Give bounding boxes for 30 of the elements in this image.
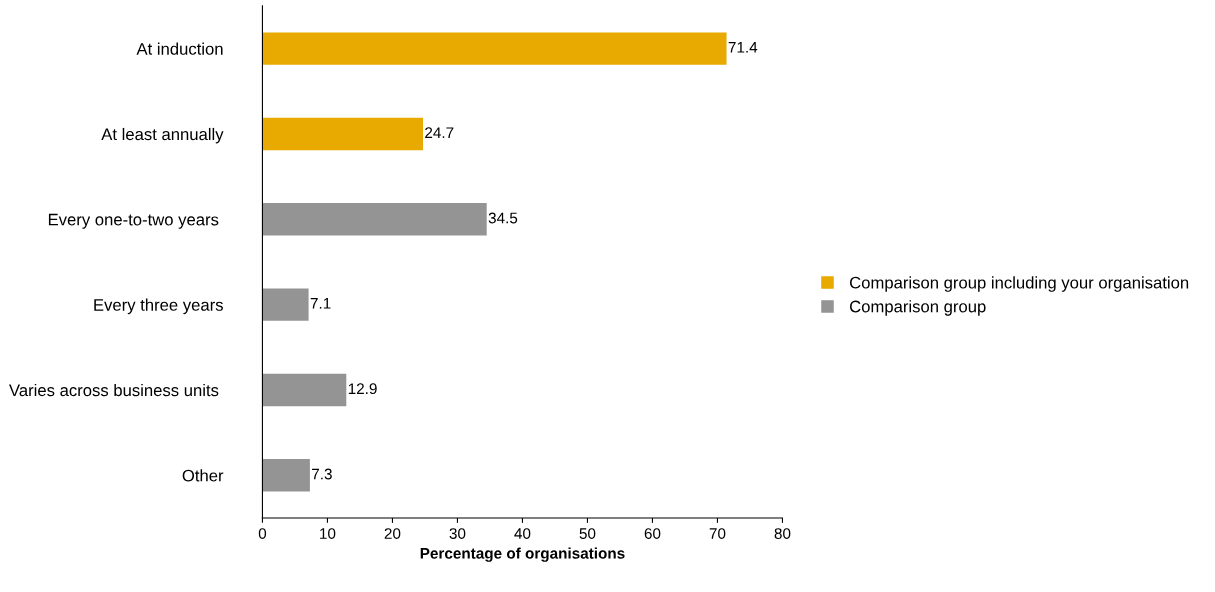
y-tick-label: Every one-to-two years <box>48 213 219 229</box>
bar <box>262 32 727 65</box>
bar <box>262 459 310 492</box>
y-tick-label: Varies across business units <box>9 383 219 397</box>
y-tick-label: At least annually <box>101 127 224 144</box>
y-tick-label: Every three years <box>94 298 223 315</box>
x-tick-label: 30 <box>449 528 466 539</box>
data-label: 7.1 <box>310 298 331 309</box>
y-tick-label: At induction <box>136 42 223 55</box>
x-tick-label: 60 <box>644 528 661 539</box>
bar <box>262 117 423 151</box>
data-label: 71.4 <box>728 42 758 53</box>
legend-label: Comparison group including your organisation <box>850 276 1189 292</box>
x-tick-label: 20 <box>384 528 401 539</box>
bar <box>262 203 487 236</box>
x-tick-label: 80 <box>774 528 791 539</box>
data-label: 24.7 <box>425 127 454 138</box>
x-tick-label: 10 <box>320 528 336 539</box>
x-tick-label: 0 <box>258 528 267 539</box>
data-label: 34.5 <box>488 212 518 224</box>
x-tick-label: 70 <box>709 528 726 539</box>
bar <box>262 373 347 407</box>
legend-label: Comparison group <box>850 300 986 316</box>
data-label: 7.3 <box>312 468 332 480</box>
x-axis-title: Percentage of organisations <box>420 547 625 562</box>
x-tick-label: 40 <box>514 528 531 539</box>
x-tick-label: 50 <box>579 528 596 539</box>
y-tick-label: Other <box>182 469 224 482</box>
bar <box>262 288 309 321</box>
data-label: 12.9 <box>348 383 377 395</box>
